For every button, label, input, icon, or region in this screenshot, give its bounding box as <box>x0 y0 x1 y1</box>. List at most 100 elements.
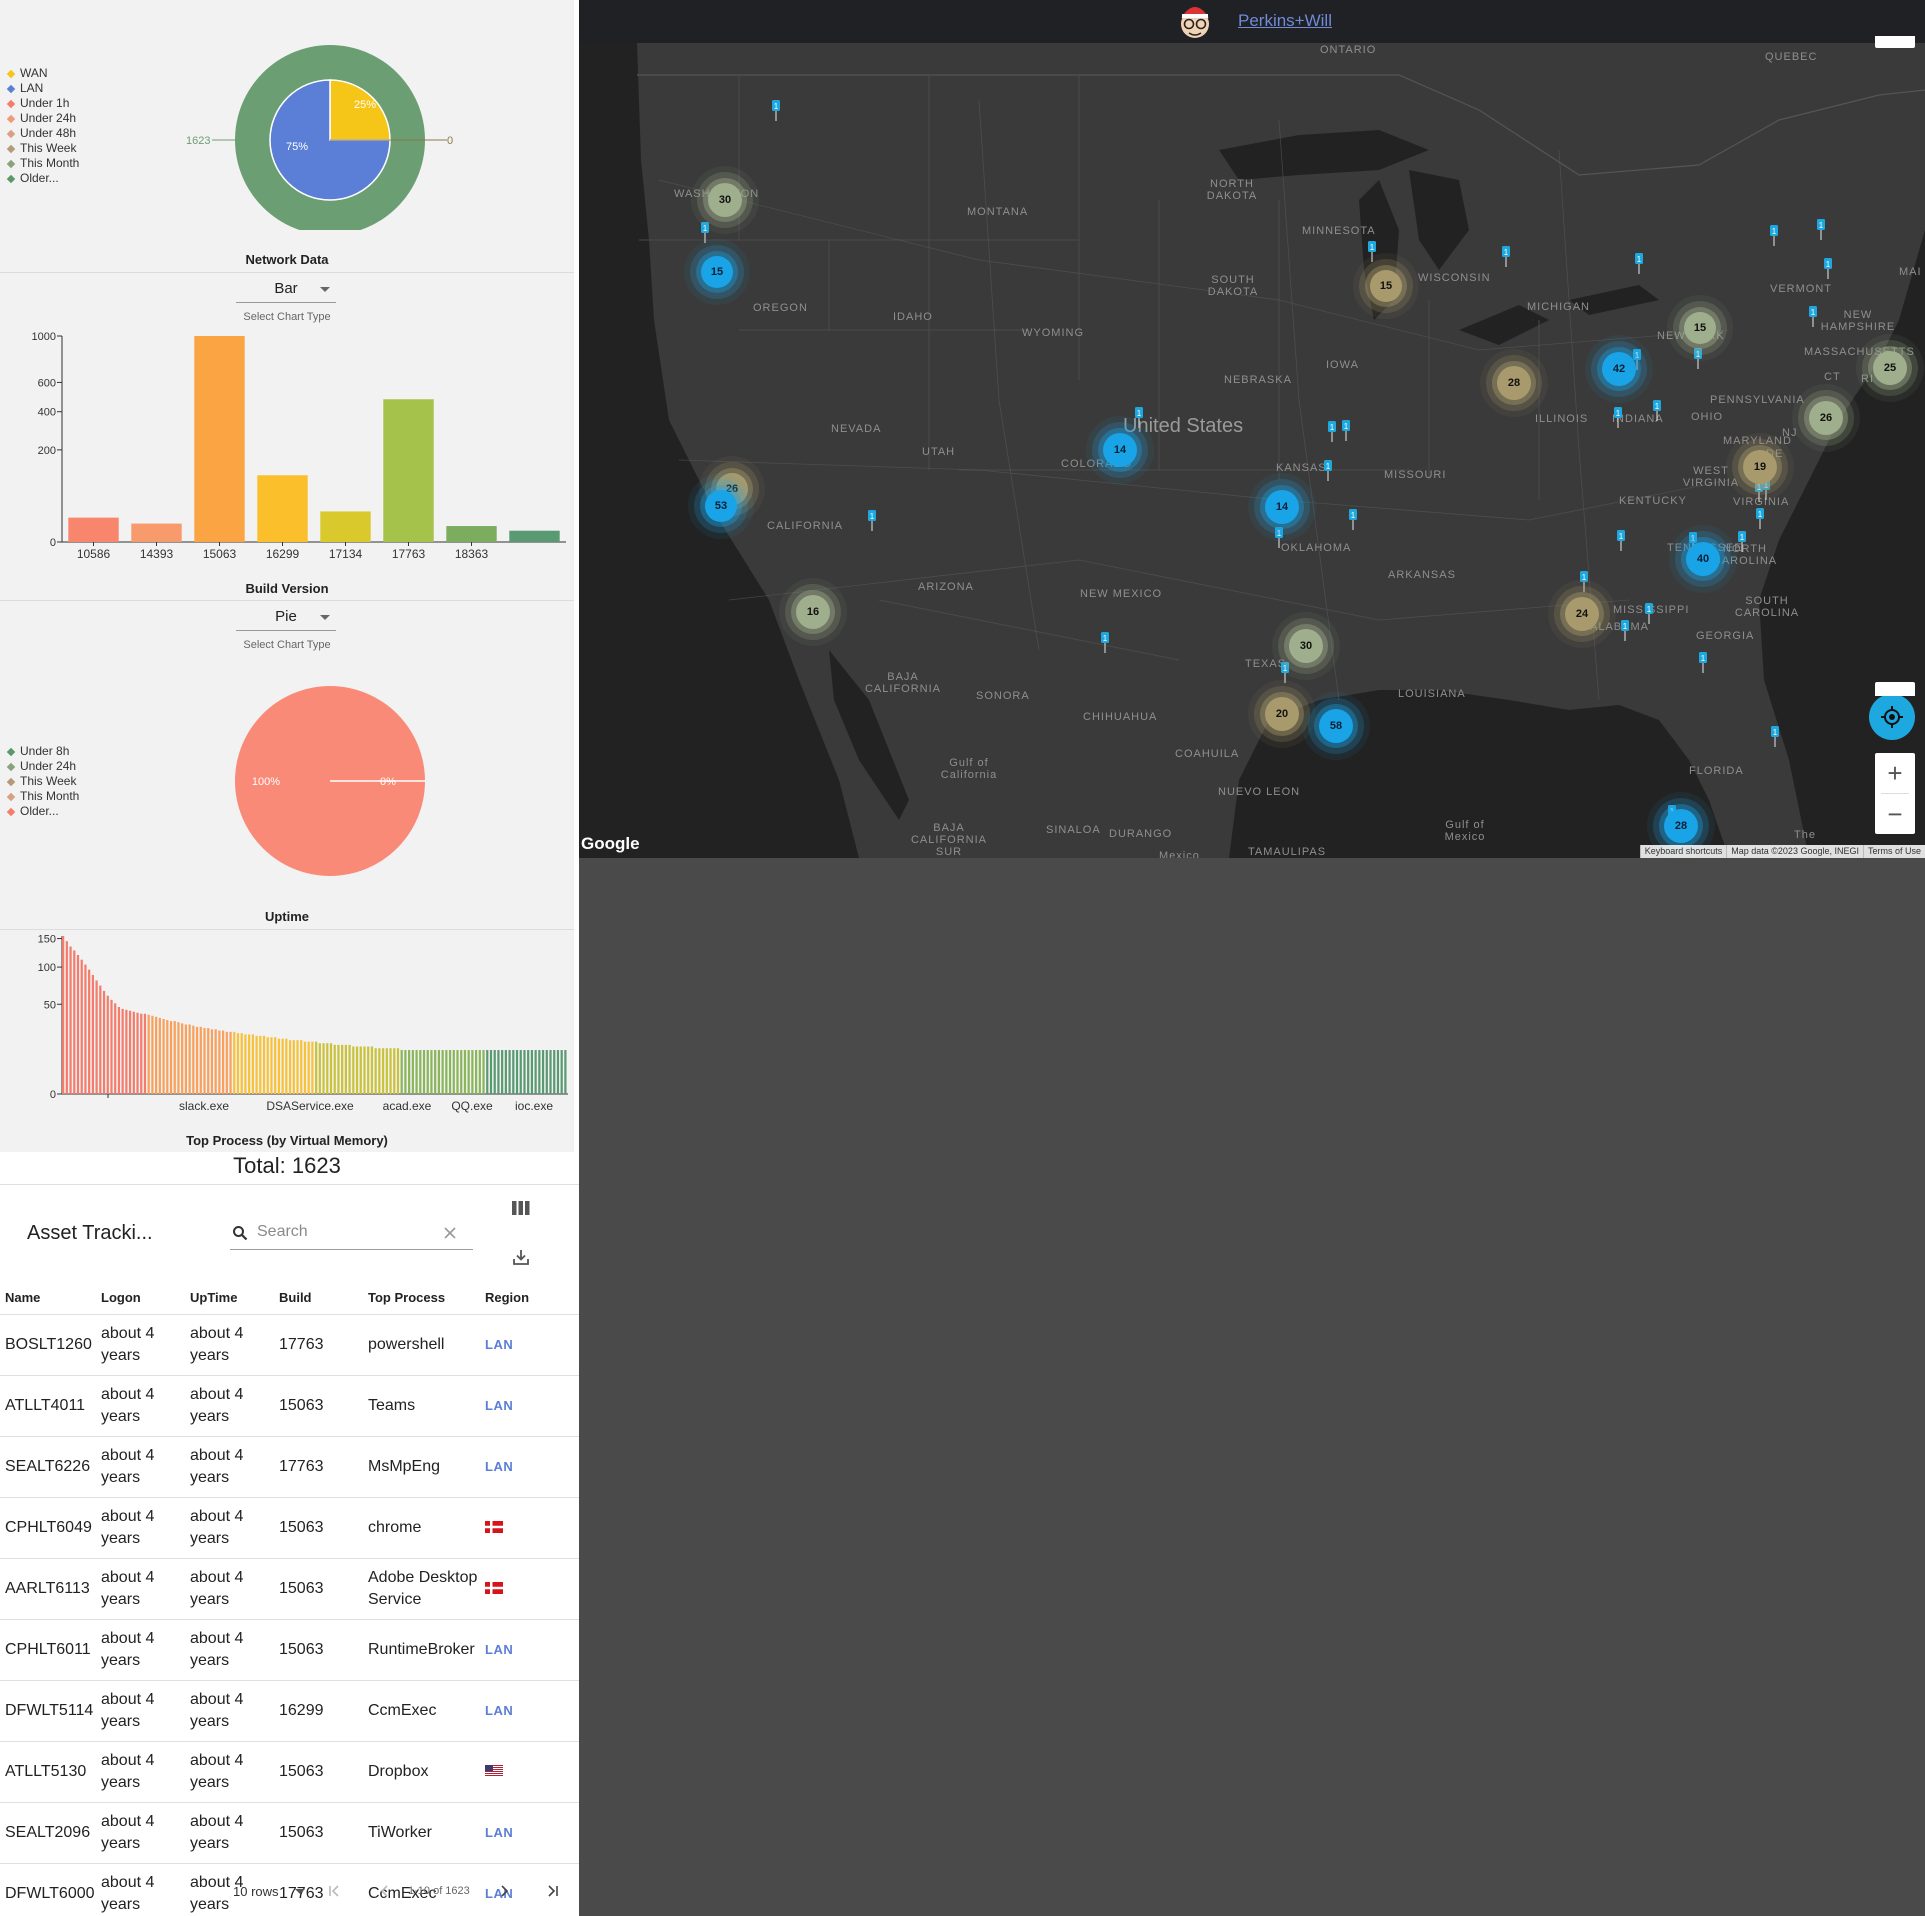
org-link[interactable]: Perkins+Will <box>1238 11 1332 30</box>
bar[interactable] <box>65 941 68 1094</box>
bar[interactable] <box>337 1044 340 1094</box>
bar[interactable] <box>374 1048 377 1094</box>
bar[interactable] <box>381 1048 385 1094</box>
bar[interactable] <box>419 1050 422 1094</box>
bar[interactable] <box>102 990 106 1094</box>
donut-inner-slice[interactable] <box>269 79 391 201</box>
bar[interactable] <box>218 1030 221 1094</box>
bar[interactable] <box>210 1029 214 1094</box>
map-cluster[interactable]: 14 <box>1103 433 1137 467</box>
legend-item[interactable]: Under 24h <box>6 111 79 126</box>
zoom-in-button[interactable]: + <box>1887 757 1903 788</box>
bar[interactable] <box>515 1050 519 1094</box>
chart-type-select-build[interactable]: Bar <box>236 277 336 303</box>
bar[interactable] <box>415 1050 418 1094</box>
bar[interactable] <box>114 1003 117 1094</box>
bar[interactable] <box>467 1050 470 1094</box>
bar[interactable] <box>445 1050 448 1094</box>
bar[interactable] <box>158 1017 161 1094</box>
map-pin-icon[interactable]: 1 <box>1816 219 1826 241</box>
map-pin-icon[interactable]: 1 <box>1579 571 1589 593</box>
map-pin-icon[interactable]: 1 <box>1652 400 1662 422</box>
bar[interactable] <box>497 1050 500 1094</box>
bar[interactable] <box>80 959 83 1094</box>
rows-per-page-select[interactable]: 10 rows <box>233 1884 279 1899</box>
map-cluster[interactable]: 58 <box>1319 709 1353 743</box>
bar[interactable] <box>99 985 102 1094</box>
legend-item[interactable]: Under 48h <box>6 126 79 141</box>
bar[interactable] <box>140 1013 143 1094</box>
map-cluster[interactable]: 15 <box>1684 312 1716 344</box>
bar[interactable] <box>76 954 80 1094</box>
bar[interactable] <box>121 1008 124 1094</box>
bar[interactable] <box>538 1050 541 1094</box>
legend-item[interactable]: This Week <box>6 141 79 156</box>
bar[interactable] <box>508 1050 511 1094</box>
bar[interactable] <box>307 1041 310 1094</box>
bar[interactable] <box>367 1046 370 1094</box>
bar[interactable] <box>69 946 72 1094</box>
bar[interactable] <box>359 1046 362 1094</box>
bar[interactable] <box>446 526 497 542</box>
bar[interactable] <box>341 1044 344 1094</box>
legend-item[interactable]: WAN <box>6 66 79 81</box>
bar[interactable] <box>560 1050 563 1094</box>
legend-item[interactable]: This Week <box>6 774 79 789</box>
map-cluster[interactable]: 15 <box>1370 270 1402 302</box>
bar[interactable] <box>519 1050 522 1094</box>
map-pin-icon[interactable]: 1 <box>1634 253 1644 275</box>
bar[interactable] <box>257 475 308 542</box>
bar[interactable] <box>88 969 91 1094</box>
bar[interactable] <box>166 1020 169 1094</box>
bar[interactable] <box>527 1050 530 1094</box>
bar[interactable] <box>448 1050 452 1094</box>
map-cluster[interactable]: 24 <box>1565 597 1599 631</box>
table-row[interactable]: CPHLT6049 about 4 years about 4 years 15063… <box>0 1497 579 1559</box>
map-cluster[interactable]: 15 <box>701 256 733 288</box>
bar[interactable] <box>251 1034 254 1094</box>
view-columns-icon[interactable] <box>512 1201 530 1215</box>
bar[interactable] <box>389 1048 392 1094</box>
bar[interactable] <box>553 1050 556 1094</box>
map-pin-icon[interactable]: 1 <box>867 510 877 532</box>
bar[interactable] <box>452 1050 455 1094</box>
bar[interactable] <box>177 1022 180 1094</box>
table-row[interactable]: SEALT2096 about 4 years about 4 years 15063… <box>0 1802 579 1864</box>
bar[interactable] <box>426 1050 429 1094</box>
bar[interactable] <box>274 1037 277 1094</box>
map-cluster[interactable]: 53 <box>705 490 737 522</box>
table-row[interactable]: AARLT6113 about 4 years about 4 years 15063… <box>0 1558 579 1620</box>
pegman-control[interactable] <box>1875 682 1915 696</box>
bar[interactable] <box>471 1050 474 1094</box>
locate-me-button[interactable] <box>1869 694 1915 740</box>
map-pin-icon[interactable]: 1 <box>700 222 710 244</box>
bar[interactable] <box>288 1040 292 1094</box>
bar[interactable] <box>136 1012 139 1094</box>
bar[interactable] <box>315 1041 318 1094</box>
fullscreen-control[interactable] <box>1875 36 1915 48</box>
bar[interactable] <box>296 1040 299 1094</box>
legend-item[interactable]: Under 1h <box>6 96 79 111</box>
bar[interactable] <box>556 1050 560 1094</box>
bar[interactable] <box>463 1050 467 1094</box>
table-row[interactable]: CPHLT6011 about 4 years about 4 years 15063… <box>0 1619 579 1681</box>
bar[interactable] <box>512 1050 515 1094</box>
bar[interactable] <box>192 1025 195 1094</box>
bar[interactable] <box>203 1028 206 1094</box>
zoom-out-button[interactable]: − <box>1887 798 1903 829</box>
bar[interactable] <box>259 1035 262 1094</box>
bar[interactable] <box>184 1024 188 1094</box>
bar[interactable] <box>430 1050 433 1094</box>
bar[interactable] <box>530 1050 534 1094</box>
bar[interactable] <box>110 999 113 1094</box>
bar[interactable] <box>117 1006 121 1094</box>
bar[interactable] <box>326 1043 329 1094</box>
legend-item[interactable]: This Month <box>6 156 79 171</box>
bar[interactable] <box>474 1050 478 1094</box>
map-pin-icon[interactable]: 1 <box>1134 407 1144 429</box>
table-row[interactable]: SEALT6226 about 4 years about 4 years 17763… <box>0 1436 579 1498</box>
bar[interactable] <box>441 1050 444 1094</box>
bar[interactable] <box>482 1050 485 1094</box>
map-cluster[interactable]: 26 <box>1809 401 1843 435</box>
column-header-top-process[interactable]: Top Process <box>368 1282 485 1315</box>
